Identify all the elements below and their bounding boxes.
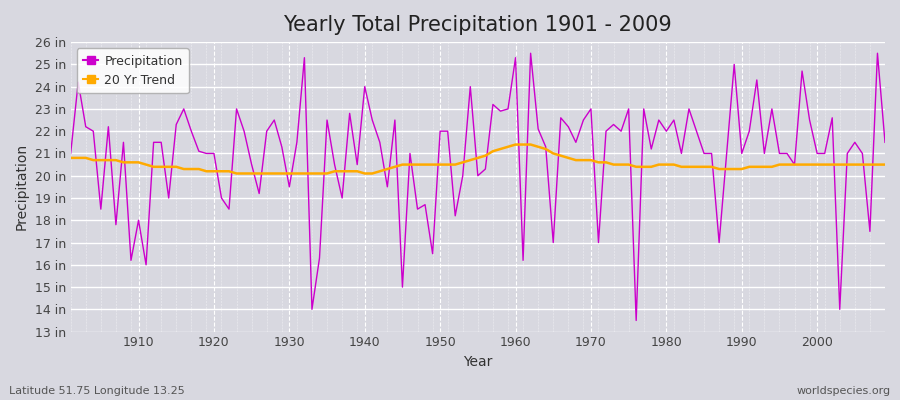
Text: worldspecies.org: worldspecies.org <box>796 386 891 396</box>
X-axis label: Year: Year <box>464 355 492 369</box>
Y-axis label: Precipitation: Precipitation <box>15 143 29 230</box>
Title: Yearly Total Precipitation 1901 - 2009: Yearly Total Precipitation 1901 - 2009 <box>284 15 672 35</box>
Text: Latitude 51.75 Longitude 13.25: Latitude 51.75 Longitude 13.25 <box>9 386 184 396</box>
Legend: Precipitation, 20 Yr Trend: Precipitation, 20 Yr Trend <box>76 48 189 93</box>
